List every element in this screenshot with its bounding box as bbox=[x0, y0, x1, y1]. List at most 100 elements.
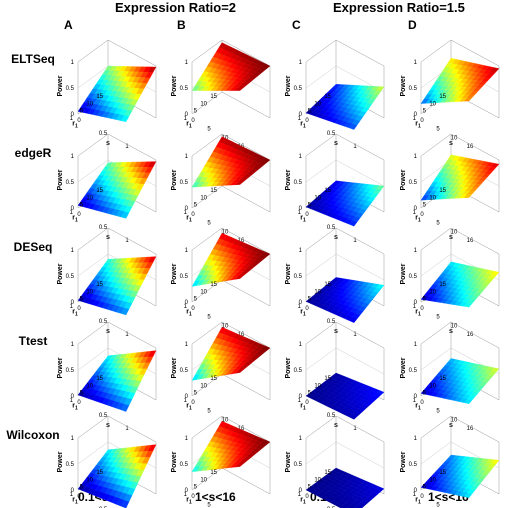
surface-cell bbox=[120, 211, 130, 219]
r-tick-label: 15 bbox=[439, 376, 446, 382]
s-tick-label: 16 bbox=[467, 144, 474, 150]
header-expression-ratio-1-5: Expression Ratio=1.5 bbox=[333, 0, 465, 15]
z-tick-label: 0.5 bbox=[409, 274, 418, 280]
z-tick-label: 0 bbox=[71, 394, 75, 400]
z-tick-label: 0.5 bbox=[66, 86, 75, 92]
z-tick-label: 0.5 bbox=[294, 86, 303, 92]
r-tick-label: 15 bbox=[439, 470, 446, 476]
z-tick-label: 0.5 bbox=[180, 368, 189, 374]
z-axis-label: Power bbox=[400, 75, 407, 96]
s-tick-label: 0 bbox=[77, 400, 81, 406]
z-tick-label: 0 bbox=[185, 488, 189, 494]
r-tick-label: 1 bbox=[70, 398, 74, 404]
z-tick-label: 0 bbox=[71, 488, 75, 494]
r-tick-label: 10 bbox=[314, 195, 321, 201]
r-tick-label: 10 bbox=[200, 477, 207, 483]
row-label-edger: edgeR bbox=[14, 146, 52, 160]
s-tick-label: 0 bbox=[305, 306, 309, 312]
surface-cell bbox=[463, 399, 473, 404]
r-tick-label: 10 bbox=[314, 289, 321, 295]
surface-cell bbox=[348, 414, 358, 420]
z-axis-label: Power bbox=[400, 263, 407, 284]
r-axis-label: r1 bbox=[415, 402, 421, 411]
r-axis-label: r1 bbox=[72, 214, 78, 223]
z-axis-label: Power bbox=[285, 263, 292, 284]
z-axis-label: Power bbox=[171, 169, 178, 190]
r-tick-label: 5 bbox=[423, 391, 427, 397]
s-tick-label: 1 bbox=[353, 144, 357, 150]
s-tick-label: 0 bbox=[305, 400, 309, 406]
s-tick-label: 0.5 bbox=[327, 225, 336, 231]
r-tick-label: 5 bbox=[80, 485, 84, 491]
surface-cell bbox=[120, 403, 130, 412]
s-tick-label: 0 bbox=[305, 118, 309, 124]
r-axis-subscript: 1 bbox=[303, 217, 306, 223]
surface-cell bbox=[120, 115, 130, 122]
s-tick-label: 16 bbox=[238, 332, 245, 338]
r-tick-label: 1 bbox=[298, 116, 302, 122]
r-axis-label: r1 bbox=[186, 496, 192, 505]
r-axis-label: r1 bbox=[186, 214, 192, 223]
z-tick-label: 0.5 bbox=[409, 462, 418, 468]
r-axis-label: r1 bbox=[186, 120, 192, 129]
r-tick-label: 15 bbox=[324, 94, 331, 100]
footer-col-b: 1<s<16 bbox=[195, 490, 236, 504]
gridline bbox=[305, 347, 385, 375]
z-tick-label: 0.5 bbox=[409, 180, 418, 186]
z-tick-label: 1 bbox=[414, 436, 418, 442]
z-tick-label: 0 bbox=[71, 112, 75, 118]
z-tick-label: 0.5 bbox=[409, 368, 418, 374]
r-tick-label: 15 bbox=[96, 188, 103, 194]
s-tick-label: 0.5 bbox=[327, 413, 336, 419]
z-tick-label: 0.5 bbox=[180, 180, 189, 186]
z-tick-label: 1 bbox=[185, 154, 189, 160]
r-axis-label: r1 bbox=[415, 496, 421, 505]
r-axis-label: r1 bbox=[300, 120, 306, 129]
r-axis-label: r1 bbox=[415, 308, 421, 317]
r-tick-label: 1 bbox=[413, 116, 417, 122]
r-axis-subscript: 1 bbox=[189, 123, 192, 129]
r-tick-label: 15 bbox=[96, 282, 103, 288]
r-tick-label: 15 bbox=[210, 94, 217, 100]
surface-cell bbox=[234, 369, 244, 374]
r-tick-label: 5 bbox=[80, 109, 84, 115]
r-tick-label: 15 bbox=[210, 376, 217, 382]
z-axis-label: Power bbox=[171, 263, 178, 284]
r-tick-label: 15 bbox=[324, 282, 331, 288]
s-tick-label: 5 bbox=[207, 409, 211, 415]
z-axis-label: Power bbox=[57, 357, 64, 378]
z-tick-label: 0 bbox=[414, 206, 418, 212]
s-tick-label: 10 bbox=[451, 135, 458, 141]
r-tick-label: 5 bbox=[308, 297, 312, 303]
r-tick-label: 15 bbox=[96, 94, 103, 100]
z-tick-label: 0 bbox=[414, 394, 418, 400]
z-tick-label: 0 bbox=[414, 300, 418, 306]
z-tick-label: 1 bbox=[414, 154, 418, 160]
s-tick-label: 0 bbox=[191, 306, 195, 312]
r-tick-label: 1 bbox=[184, 116, 188, 122]
z-tick-label: 0.5 bbox=[66, 368, 75, 374]
z-tick-label: 1 bbox=[185, 60, 189, 66]
s-tick-label: 5 bbox=[436, 409, 440, 415]
z-axis-label: Power bbox=[57, 451, 64, 472]
s-tick-label: 5 bbox=[207, 315, 211, 321]
z-axis-label: Power bbox=[171, 357, 178, 378]
s-tick-label: 0.5 bbox=[327, 319, 336, 325]
z-tick-label: 1 bbox=[185, 248, 189, 254]
z-axis-label: Power bbox=[171, 75, 178, 96]
surface-cell bbox=[234, 181, 244, 186]
s-tick-label: 10 bbox=[222, 323, 229, 329]
s-tick-label: 0.5 bbox=[99, 413, 108, 419]
r-tick-label: 10 bbox=[429, 101, 436, 107]
r-axis-label: r1 bbox=[415, 214, 421, 223]
r-tick-label: 10 bbox=[314, 101, 321, 107]
s-tick-label: 0 bbox=[305, 494, 309, 500]
s-tick-label: 16 bbox=[238, 426, 245, 432]
r-tick-label: 10 bbox=[200, 289, 207, 295]
surface-cell bbox=[354, 504, 364, 508]
s-tick-label: 5 bbox=[436, 221, 440, 227]
r-tick-label: 5 bbox=[423, 203, 427, 209]
